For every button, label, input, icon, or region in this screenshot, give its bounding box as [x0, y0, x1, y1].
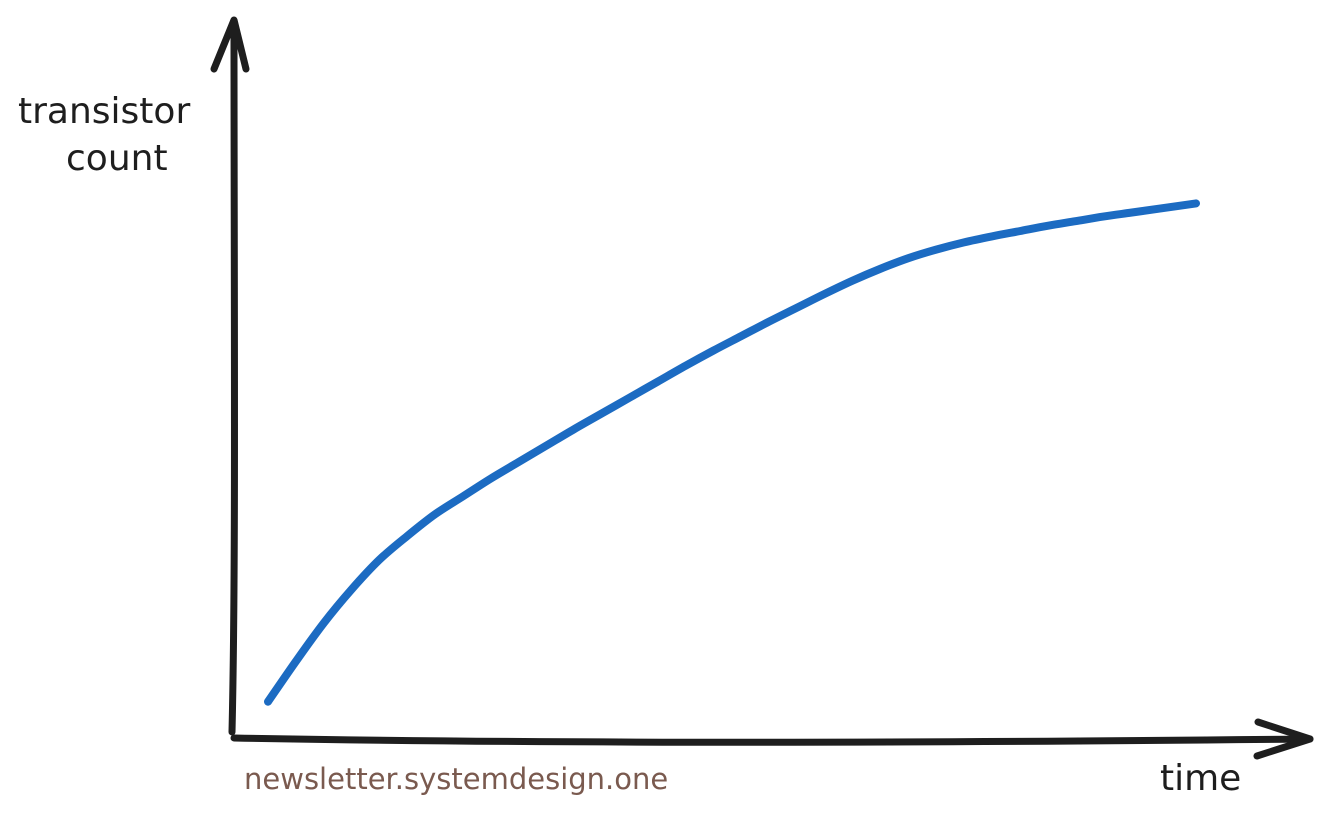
y-axis-label-line-1: transistor — [18, 91, 190, 132]
y-axis-label-line-2: count — [66, 138, 168, 179]
y-axis-arrowhead — [210, 16, 250, 73]
y-axis-label: transistor count — [18, 91, 190, 179]
x-axis — [230, 718, 1314, 760]
y-axis — [210, 16, 250, 736]
y-axis-line — [228, 18, 238, 736]
x-axis-arrowhead — [1253, 718, 1314, 760]
source-credit: newsletter.systemdesign.one — [244, 762, 668, 796]
x-axis-label: time — [1160, 758, 1241, 799]
x-axis-line — [230, 734, 1314, 746]
plot-area — [264, 199, 1200, 706]
series-line — [264, 199, 1200, 706]
